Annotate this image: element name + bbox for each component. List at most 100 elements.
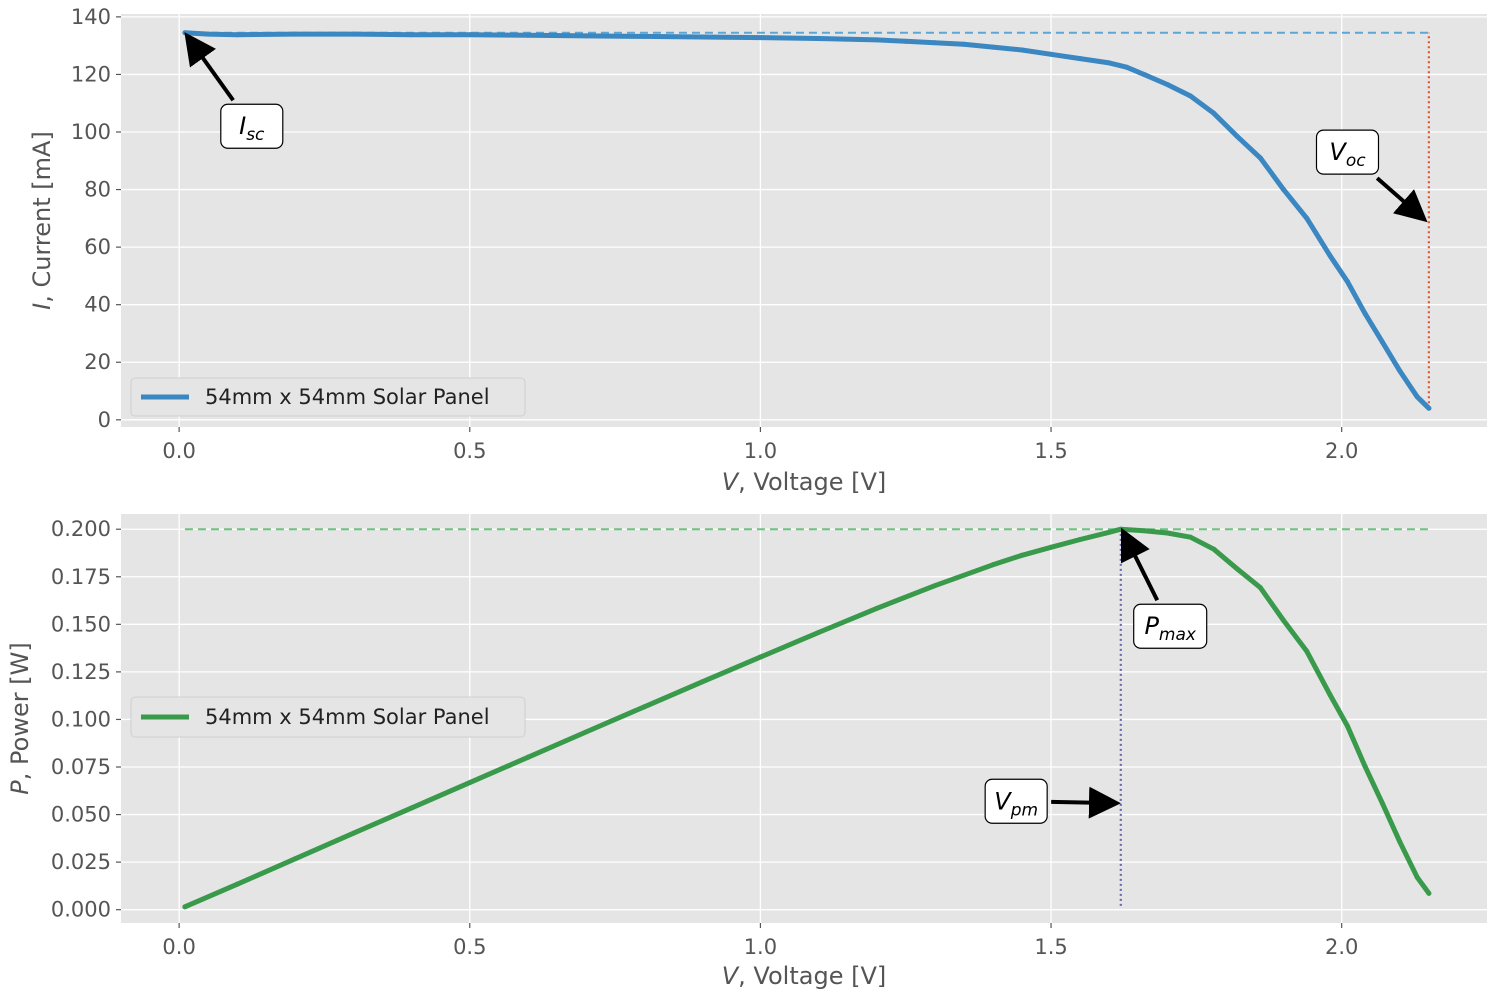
data-point <box>1362 310 1368 316</box>
annotation-arrow <box>1120 527 1160 602</box>
y-axis-label: P, Power [W] <box>6 642 34 794</box>
data-point <box>1077 536 1083 542</box>
x-tick-label: 2.0 <box>1325 935 1358 959</box>
data-point <box>874 37 880 43</box>
data-point <box>932 40 938 46</box>
data-point <box>641 33 647 39</box>
annotation-voc: Voc <box>1315 129 1428 223</box>
data-point <box>699 679 705 685</box>
data-point <box>1414 394 1420 400</box>
data-point <box>1281 187 1287 193</box>
legend-label: 54mm x 54mm Solar Panel <box>205 385 490 409</box>
x-tick-label: 1.0 <box>744 935 777 959</box>
panel-2: 0.0 0.5 1.0 1.5 2.0 0.000 0.025 0.050 0.075 0.100… <box>6 514 1487 990</box>
data-point <box>583 729 589 735</box>
annotation-label: Pmax <box>1144 612 1196 645</box>
data-point <box>816 630 822 636</box>
data-point <box>932 583 938 589</box>
y-tick-label: 20 <box>84 350 111 374</box>
data-point <box>234 881 240 887</box>
y-tick-label: 0 <box>98 408 111 432</box>
x-axis-variable: V <box>722 468 740 496</box>
data-point <box>961 41 967 47</box>
y-tick-label: 40 <box>84 293 111 317</box>
annotation-vpm: Vpm <box>984 778 1121 824</box>
data-point <box>1124 64 1130 70</box>
y-axis-label: I, Current [mA] <box>28 131 56 310</box>
data-point <box>757 654 763 660</box>
annotation-box <box>1133 603 1208 649</box>
data-point <box>1304 215 1310 221</box>
data-point <box>874 605 880 611</box>
y-tick-label: 0.125 <box>51 660 111 684</box>
data-point <box>1362 763 1368 769</box>
annotation-label: Voc <box>1329 138 1366 171</box>
series-line <box>182 30 1432 411</box>
data-point <box>1188 534 1194 540</box>
annotation-subscript: pm <box>1010 800 1038 820</box>
y-axis-text: , Power [W] <box>6 642 34 780</box>
x-tick-label: 0.5 <box>453 439 486 463</box>
y-tick-label: 0.175 <box>51 565 111 589</box>
x-tick-label: 1.5 <box>1034 935 1067 959</box>
x-tick-label: 0.0 <box>162 439 195 463</box>
data-point <box>1141 71 1147 77</box>
data-point <box>699 34 705 40</box>
annotation-arrow <box>1051 786 1121 819</box>
annotation-box <box>1315 129 1380 175</box>
annotation-label: Vpm <box>994 787 1038 820</box>
data-point <box>409 805 415 811</box>
data-point <box>1327 253 1333 259</box>
y-tick-label: 0.025 <box>51 850 111 874</box>
legend-box <box>130 377 526 417</box>
data-point <box>1379 339 1385 345</box>
data-point <box>1211 110 1217 116</box>
y-axis-variable: P <box>6 780 34 795</box>
legend: 54mm x 54mm Solar Panel <box>130 696 526 738</box>
annotation-isc: Isc <box>184 32 284 149</box>
legend-box <box>130 696 526 738</box>
x-axis-label: V, Voltage [V] <box>722 962 886 990</box>
annotation-box <box>984 778 1048 824</box>
plot-area <box>121 14 1487 427</box>
data-point <box>1048 544 1054 550</box>
data-point <box>351 31 357 37</box>
y-tick-label: 60 <box>84 235 111 259</box>
data-point <box>467 780 473 786</box>
annotation-arrow <box>184 32 235 102</box>
data-point <box>1414 874 1420 880</box>
data-point <box>1188 93 1194 99</box>
legend-label: 54mm x 54mm Solar Panel <box>205 705 490 729</box>
y-tick-label: 140 <box>71 5 111 29</box>
data-point <box>903 38 909 44</box>
data-point <box>1118 526 1124 532</box>
x-tick-label: 1.0 <box>744 439 777 463</box>
data-point <box>1164 530 1170 536</box>
x-axis-variable: V <box>722 962 740 990</box>
data-point <box>1344 279 1350 285</box>
data-point <box>205 31 211 37</box>
y-tick-label: 0.100 <box>51 707 111 731</box>
data-point <box>1077 56 1083 62</box>
data-point <box>1304 648 1310 654</box>
data-point <box>409 32 415 38</box>
y-tick-label: 0.000 <box>51 898 111 922</box>
data-point <box>1019 552 1025 558</box>
annotation-main: V <box>1329 138 1347 166</box>
y-tick-label: 0.150 <box>51 612 111 636</box>
x-tick-label: 0.0 <box>162 935 195 959</box>
data-point <box>351 830 357 836</box>
data-point <box>525 32 531 38</box>
annotation-main: V <box>994 787 1012 815</box>
data-point <box>182 30 188 36</box>
data-point <box>1379 800 1385 806</box>
y-tick-label: 0.075 <box>51 755 111 779</box>
data-point <box>816 35 822 41</box>
legend: 54mm x 54mm Solar Panel <box>130 377 526 417</box>
annotation-subscript: sc <box>246 125 265 145</box>
annotation-arrow <box>1375 176 1428 223</box>
data-point <box>1234 566 1240 572</box>
annotation-pmax: Pmax <box>1120 527 1208 649</box>
data-point <box>1281 618 1287 624</box>
